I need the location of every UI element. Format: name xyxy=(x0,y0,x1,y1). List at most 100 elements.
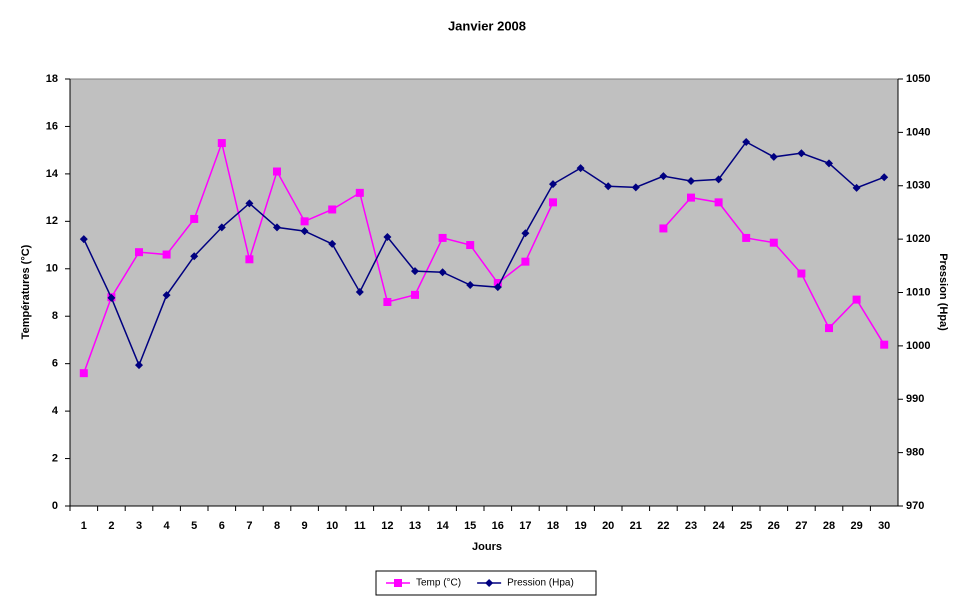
marker xyxy=(79,235,88,244)
marker xyxy=(687,193,695,202)
marker xyxy=(714,198,723,207)
marker xyxy=(769,238,778,247)
marker xyxy=(217,223,226,232)
x-tick-label: 10 xyxy=(326,520,338,532)
legend: Temp (°C) Pression (Hpa) xyxy=(375,570,597,596)
x-tick-label: 14 xyxy=(436,520,449,532)
marker xyxy=(466,241,475,250)
y2-tick-label: 1020 xyxy=(906,233,930,245)
x-tick-label: 20 xyxy=(602,520,614,532)
marker xyxy=(383,232,392,241)
marker xyxy=(576,164,585,173)
marker xyxy=(493,279,502,288)
marker xyxy=(328,239,337,248)
y-tick-label: 14 xyxy=(46,168,59,180)
y-tick-label: 10 xyxy=(46,263,58,275)
series-line xyxy=(83,141,885,368)
marker xyxy=(742,233,751,242)
y-tick-label: 2 xyxy=(52,452,58,464)
y-tick-label: 0 xyxy=(52,500,58,512)
x-tick-label: 7 xyxy=(246,520,252,532)
x-tick-label: 23 xyxy=(685,520,697,532)
marker xyxy=(714,175,723,184)
marker xyxy=(162,250,171,259)
x-tick-label: 1 xyxy=(81,520,87,532)
marker xyxy=(604,182,613,191)
marker xyxy=(549,198,557,207)
x-tick-label: 17 xyxy=(519,520,531,532)
x-tick-label: 8 xyxy=(274,520,280,532)
y2-tick-label: 1040 xyxy=(906,126,930,138)
marker xyxy=(852,183,861,192)
legend-label: Temp (°C) xyxy=(416,578,461,589)
marker xyxy=(273,223,281,232)
x-tick-label: 15 xyxy=(464,520,476,532)
marker xyxy=(438,268,447,277)
x-tick-label: 24 xyxy=(712,520,725,532)
marker xyxy=(190,252,199,261)
marker xyxy=(245,255,254,264)
y-tick-label: 4 xyxy=(52,405,59,417)
marker xyxy=(162,291,171,300)
x-tick-label: 30 xyxy=(878,520,890,532)
marker xyxy=(825,159,833,168)
x-tick-label: 4 xyxy=(164,520,171,532)
x-tick-label: 28 xyxy=(823,520,835,532)
y2-tick-label: 990 xyxy=(906,393,924,405)
y-axis-label: Températures (°C) xyxy=(20,244,32,339)
x-tick-label: 6 xyxy=(219,520,225,532)
y2-tick-label: 1010 xyxy=(906,286,930,298)
marker xyxy=(355,188,364,197)
marker xyxy=(273,167,281,176)
x-tick-label: 21 xyxy=(630,520,642,532)
marker xyxy=(549,180,557,189)
x-tick-label: 25 xyxy=(740,520,752,532)
marker xyxy=(659,224,668,233)
x-tick-label: 27 xyxy=(795,520,807,532)
y2-axis-label: Pression (Hpa) xyxy=(937,253,949,331)
y-tick-label: 12 xyxy=(46,215,58,227)
marker xyxy=(797,149,806,158)
marker xyxy=(107,293,116,302)
legend-label: Pression (Hpa) xyxy=(507,578,574,589)
y2-tick-label: 1000 xyxy=(906,340,930,352)
x-tick-label: 19 xyxy=(574,520,586,532)
x-tick-label: 3 xyxy=(136,520,142,532)
x-tick-label: 26 xyxy=(768,520,780,532)
y-tick-label: 6 xyxy=(52,358,58,370)
y2-tick-label: 970 xyxy=(906,500,924,512)
marker xyxy=(438,233,447,242)
y-tick-label: 8 xyxy=(52,310,58,322)
x-tick-label: 29 xyxy=(850,520,862,532)
marker xyxy=(328,205,337,214)
marker xyxy=(394,579,402,587)
x-tick-label: 2 xyxy=(108,520,114,532)
marker xyxy=(245,199,254,208)
marker xyxy=(485,579,494,587)
y2-tick-label: 1030 xyxy=(906,180,930,192)
marker xyxy=(631,183,640,192)
marker xyxy=(880,340,889,349)
marker xyxy=(135,361,143,370)
marker xyxy=(411,267,419,276)
marker xyxy=(769,152,778,161)
marker xyxy=(687,176,695,185)
y-tick-label: 16 xyxy=(46,120,58,132)
marker xyxy=(190,214,199,223)
marker xyxy=(411,290,419,299)
marker xyxy=(659,172,668,181)
x-tick-label: 5 xyxy=(191,520,197,532)
x-axis-label: Jours xyxy=(472,541,502,553)
plot-area xyxy=(69,78,899,507)
x-tick-label: 22 xyxy=(657,520,669,532)
x-tick-label: 16 xyxy=(492,520,504,532)
marker xyxy=(135,248,143,257)
marker xyxy=(355,287,364,296)
y-tick-label: 18 xyxy=(46,73,58,85)
marker xyxy=(300,227,309,236)
x-tick-label: 9 xyxy=(302,520,308,532)
marker xyxy=(79,369,88,378)
marker xyxy=(825,324,833,333)
marker xyxy=(521,257,530,266)
marker xyxy=(797,269,806,278)
